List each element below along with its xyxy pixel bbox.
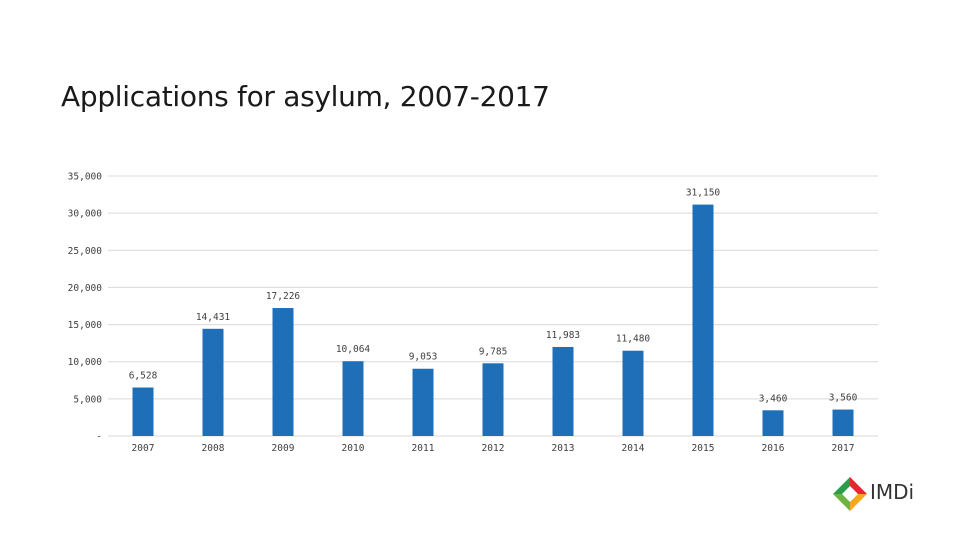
x-tick-label: 2016: [762, 443, 785, 454]
bar-2010: [342, 361, 364, 436]
bar-2014: [622, 350, 644, 436]
y-tick-label: 25,000: [68, 246, 103, 257]
x-tick-label: 2010: [342, 443, 365, 454]
data-label: 9,785: [479, 346, 508, 357]
data-label: 3,460: [759, 393, 788, 404]
y-tick-label: -: [96, 432, 102, 443]
y-tick-label: 30,000: [68, 209, 103, 220]
bar-2017: [832, 409, 854, 436]
data-label: 9,053: [409, 352, 438, 363]
y-tick-label: 15,000: [68, 320, 103, 331]
y-tick-label: 5,000: [73, 394, 102, 405]
data-label: 11,480: [616, 334, 651, 345]
x-tick-label: 2017: [832, 443, 855, 454]
data-label: 6,528: [129, 371, 158, 382]
x-tick-label: 2008: [202, 443, 225, 454]
imdi-logo-icon: [833, 477, 867, 511]
imdi-logo: IMDi: [832, 474, 942, 514]
data-label: 11,983: [546, 330, 580, 341]
x-tick-label: 2015: [692, 443, 715, 454]
y-tick-label: 20,000: [68, 283, 103, 294]
x-tick-label: 2011: [412, 443, 435, 454]
x-tick-label: 2014: [622, 443, 645, 454]
data-label: 3,560: [829, 393, 858, 404]
y-tick-label: 35,000: [68, 172, 103, 183]
x-tick-label: 2013: [552, 443, 575, 454]
bar-2012: [482, 363, 504, 436]
bar-2011: [412, 368, 434, 436]
bar-2013: [552, 346, 574, 436]
x-tick-label: 2009: [272, 443, 295, 454]
x-tick-label: 2007: [132, 443, 155, 454]
data-label: 17,226: [266, 291, 301, 302]
bar-2016: [762, 410, 784, 436]
bar-2008: [202, 328, 224, 436]
x-tick-label: 2012: [482, 443, 505, 454]
data-label: 31,150: [686, 188, 721, 199]
slide-title: Applications for asylum, 2007-2017: [61, 80, 550, 113]
bar-2009: [272, 308, 294, 436]
data-label: 14,431: [196, 312, 231, 323]
data-label: 10,064: [336, 344, 371, 355]
y-tick-label: 10,000: [68, 357, 103, 368]
bar-2007: [132, 387, 154, 436]
bar-2015: [692, 204, 714, 436]
imdi-logo-text: IMDi: [870, 480, 915, 504]
